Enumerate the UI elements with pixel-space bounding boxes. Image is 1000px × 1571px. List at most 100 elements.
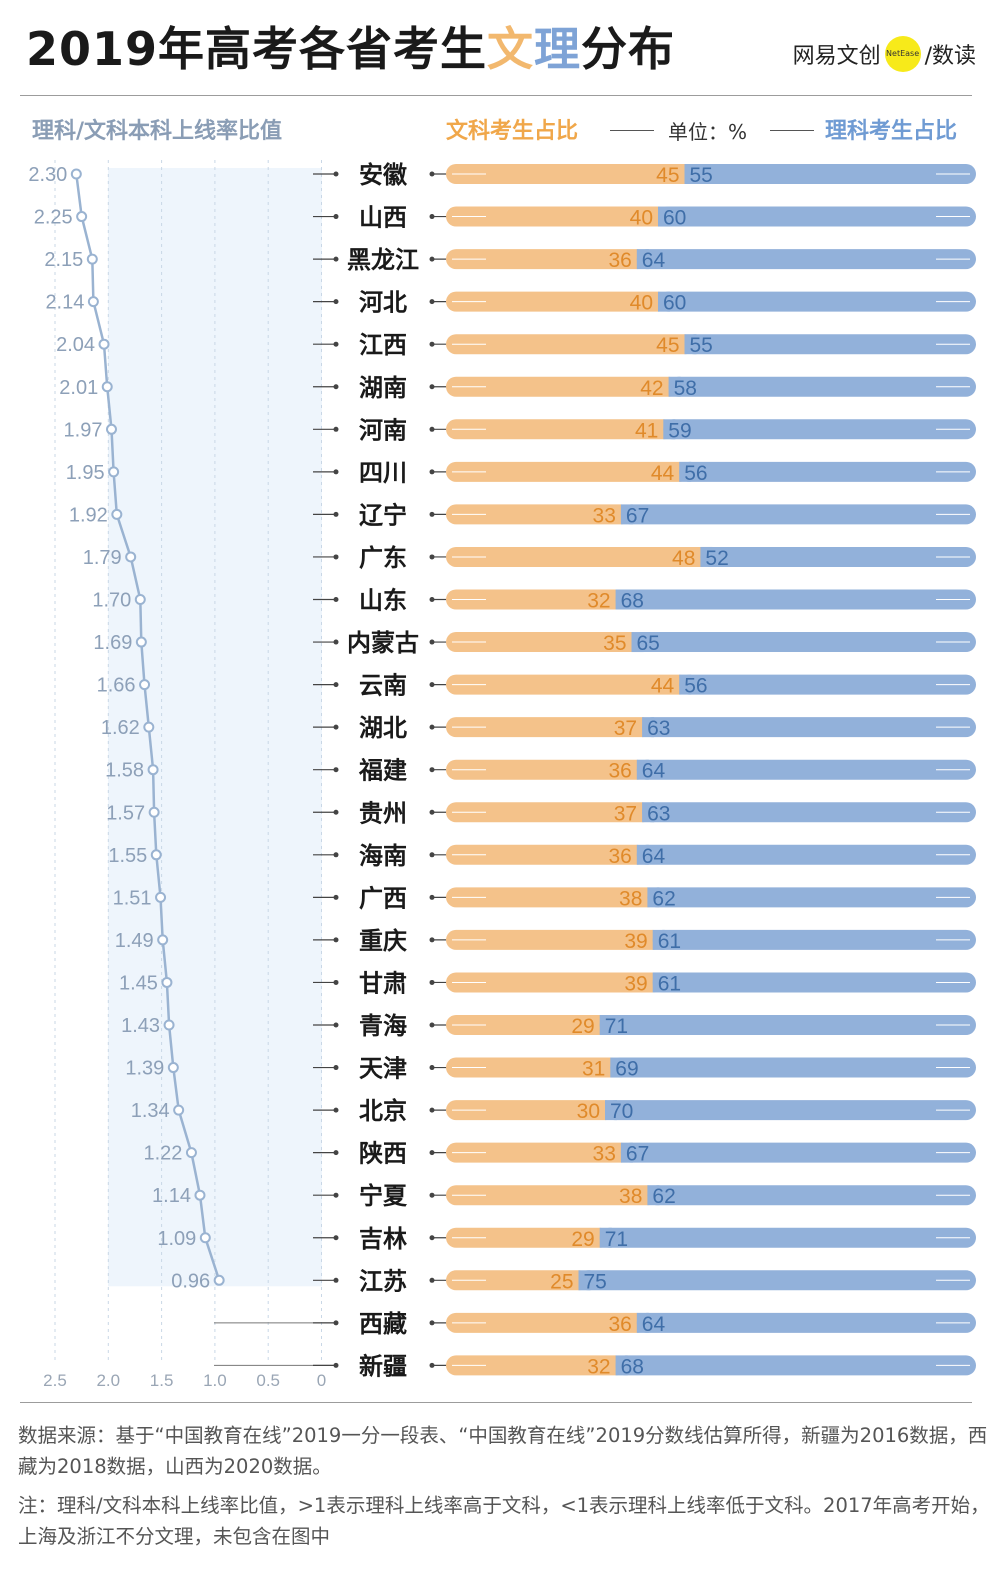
bar-wen-segment <box>446 334 695 355</box>
bar-wen-segment <box>446 1312 647 1333</box>
bar-li-segment <box>631 632 976 653</box>
bar-li-segment <box>578 1270 976 1291</box>
wen-value-label: 42 <box>640 377 663 400</box>
connector-dot <box>333 214 339 220</box>
province-label: 广东 <box>359 544 407 572</box>
bar-wen-segment <box>446 929 663 950</box>
wen-value-label: 33 <box>593 1143 616 1166</box>
connector-dot <box>333 1192 339 1198</box>
bar-wen-segment <box>446 1185 658 1206</box>
li-value-label: 58 <box>674 377 697 400</box>
wen-value-label: 35 <box>603 632 626 655</box>
title-part2: 分布 <box>581 22 676 76</box>
bar-li-corner-fill <box>658 291 670 312</box>
connector-dot <box>333 894 339 900</box>
connector-dot <box>333 299 339 305</box>
connector-dot <box>333 1235 339 1241</box>
bar-li-corner-fill <box>684 334 697 355</box>
wen-header: 文科考生占比 <box>446 119 579 144</box>
ratio-point <box>135 636 147 648</box>
connector-dot <box>333 852 339 858</box>
wen-value-label: 39 <box>624 930 647 953</box>
wen-value-label: 44 <box>651 675 675 698</box>
bar-li-segment <box>684 334 976 355</box>
bar-li-corner-fill <box>647 887 660 908</box>
connector-dot <box>333 597 339 602</box>
bar-wen-segment <box>446 291 668 312</box>
ratio-value-label: 1.51 <box>113 887 152 909</box>
grid-layer: 2.5 2.0 1.5 1.0 0.5 0 <box>43 160 326 1390</box>
bar-li-corner-fill <box>647 1185 660 1206</box>
left-chart-header: 理科/文科本科上线率比值 <box>32 119 283 144</box>
li-value-label: 61 <box>658 972 681 995</box>
source-text: 数据来源：基于“中国教育在线”2019一分一段表、“中国教育在线”2019分数线… <box>18 1424 988 1478</box>
top-divider <box>20 95 972 96</box>
ratio-value-label: 1.62 <box>101 717 140 739</box>
ratio-value-label: 2.30 <box>28 164 67 186</box>
province-label: 青海 <box>359 1012 407 1040</box>
connector-dot <box>333 341 339 347</box>
ratio-point <box>148 806 160 818</box>
li-value-label: 61 <box>658 930 681 953</box>
li-value-label: 67 <box>626 1143 649 1166</box>
bar-li-corner-fill <box>620 1142 633 1163</box>
ratio-value-label: 2.04 <box>56 334 95 356</box>
bar-li-segment <box>636 759 976 780</box>
li-value-label: 64 <box>642 760 666 783</box>
bar-li-corner-fill <box>578 1270 591 1291</box>
li-value-label: 65 <box>637 632 660 655</box>
wen-value-label: 41 <box>635 419 658 442</box>
province-label: 山西 <box>359 204 407 232</box>
bar-wen-segment <box>446 249 647 270</box>
province-label: 安徽 <box>359 161 408 189</box>
connector-dot <box>333 171 339 177</box>
ratio-point <box>105 423 117 435</box>
ratio-value-label: 2.25 <box>34 207 73 229</box>
bar-li-segment <box>679 461 976 482</box>
bar-li-segment <box>610 1057 976 1078</box>
brand-sub: /数读 <box>924 44 976 69</box>
connector-dot <box>333 1022 339 1028</box>
bar-li-segment <box>647 1185 976 1206</box>
bar-li-corner-fill <box>642 717 655 738</box>
bar-li-segment <box>599 1015 976 1035</box>
line-layer: 2.30 2.25 2.15 2.14 2.04 2.01 1.97 1.95 1.92 1.79… <box>28 164 335 1366</box>
ratio-point <box>167 1062 179 1074</box>
bar-wen-segment <box>446 1355 626 1376</box>
ratio-point <box>98 338 110 350</box>
header-dash-right <box>770 130 814 131</box>
connector-dot <box>333 682 339 688</box>
li-value-label: 62 <box>652 887 675 910</box>
province-label: 河北 <box>359 289 407 317</box>
connector-dot <box>333 1277 339 1283</box>
li-value-label: 68 <box>621 1355 644 1378</box>
ratio-value-label: 1.09 <box>157 1228 196 1250</box>
province-label: 北京 <box>359 1097 407 1125</box>
bar-li-corner-fill <box>658 206 670 227</box>
ratio-point <box>163 1019 175 1031</box>
li-value-label: 68 <box>621 590 644 613</box>
wen-value-label: 25 <box>550 1270 573 1293</box>
ratio-value-label: 1.57 <box>106 802 145 824</box>
li-value-label: 59 <box>668 419 691 442</box>
ratio-value-label: 2.15 <box>44 249 83 271</box>
province-label: 海南 <box>359 842 407 870</box>
wen-value-label: 36 <box>608 249 631 272</box>
li-header: 理科考生占比 <box>825 119 958 144</box>
ratio-value-label: 1.95 <box>66 462 105 484</box>
rows-layer: 安徽 45 55 山西 40 60 黑龙江 36 64 河北 40 60 江西 45 55 湖南 42 58 河南 4… <box>313 161 976 1380</box>
ratio-value-label: 1.69 <box>93 632 132 654</box>
ratio-point <box>194 1189 206 1201</box>
bar-wen-segment <box>446 589 626 610</box>
wen-value-label: 38 <box>619 1185 642 1208</box>
x-tick-label: 1.5 <box>150 1371 174 1390</box>
ratio-point <box>86 253 98 265</box>
ratio-point <box>155 891 167 903</box>
wen-value-label: 40 <box>630 207 653 230</box>
connector-dot <box>333 724 339 730</box>
ratio-point <box>199 1232 211 1244</box>
wen-value-label: 40 <box>630 292 653 315</box>
ratio-value-label: 1.43 <box>121 1015 160 1037</box>
wen-value-label: 31 <box>582 1058 605 1081</box>
